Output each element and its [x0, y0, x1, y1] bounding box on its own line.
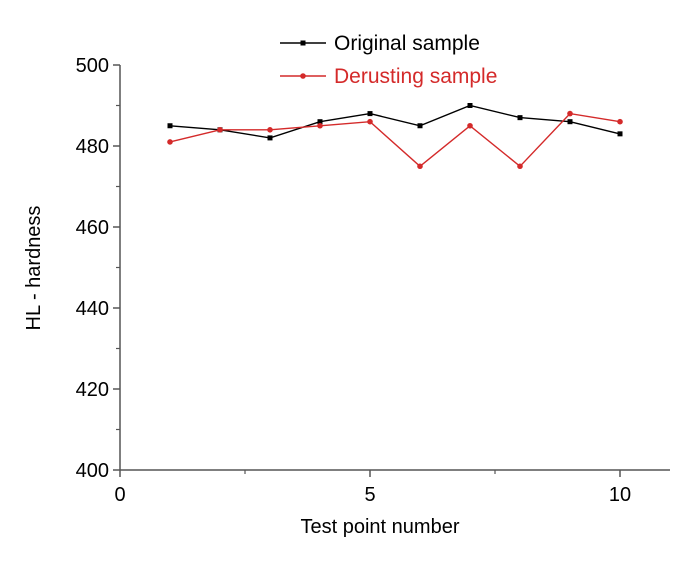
legend-label: Original sample	[334, 32, 480, 55]
data-point-derusting	[517, 163, 523, 170]
data-point-derusting	[467, 122, 473, 129]
data-point-original	[167, 123, 173, 129]
data-point-original	[517, 115, 523, 121]
tick-group: 400 420 440 460 480 500 0 5 10	[76, 55, 632, 506]
x-tick-label: 5	[364, 484, 375, 506]
data-point-original	[267, 135, 273, 141]
data-point-derusting	[167, 139, 173, 145]
data-point-derusting	[267, 127, 273, 133]
y-tick-label: 480	[76, 136, 109, 158]
data-point-original	[567, 119, 573, 125]
data-point-original	[417, 123, 423, 129]
y-axis-title: HL - hardness	[23, 206, 45, 331]
legend-marker	[300, 73, 306, 79]
y-tick-label: 460	[76, 217, 109, 239]
data-point-derusting	[567, 110, 573, 117]
data-point-original	[367, 111, 373, 117]
legend-marker	[300, 40, 306, 46]
data-point-derusting	[417, 163, 423, 170]
data-point-derusting	[317, 122, 323, 129]
data-point-original	[617, 131, 623, 137]
series-line-1	[169, 104, 621, 139]
data-point-original	[467, 103, 473, 108]
series-group	[167, 103, 623, 170]
data-point-derusting	[367, 118, 373, 125]
data-point-derusting	[617, 118, 623, 125]
series-line-2	[169, 112, 621, 168]
y-tick-label: 500	[76, 55, 109, 77]
legend-label: Derusting sample	[334, 65, 497, 88]
y-tick-label: 400	[76, 460, 109, 482]
x-tick-label: 0	[114, 484, 125, 506]
y-tick-label: 420	[76, 379, 109, 401]
x-tick-label: 10	[609, 484, 631, 506]
data-point-derusting	[217, 127, 223, 133]
legend: Original sample Derusting sample	[280, 32, 497, 88]
x-axis-title: Test point number	[301, 516, 460, 538]
data-point-original	[317, 119, 323, 125]
y-tick-label: 440	[76, 298, 109, 320]
